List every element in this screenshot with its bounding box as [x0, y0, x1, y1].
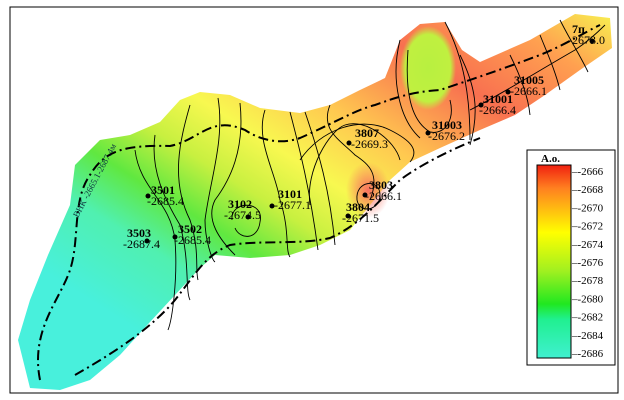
well-elevation: -2666.4 — [479, 103, 516, 117]
legend-tick-label: –-2686 — [571, 348, 604, 360]
well-name: 7п — [572, 22, 585, 36]
legend-tick-label: –-2678 — [571, 275, 604, 287]
well-marker — [144, 238, 150, 244]
red-high-zone — [346, 162, 390, 218]
well-31001: 31001-2666.4 — [478, 92, 516, 117]
well-name: 3803 — [369, 178, 393, 192]
water-oil-contact-line-south — [74, 137, 481, 376]
well-elevation: -2685.4 — [174, 233, 211, 247]
map-frame — [9, 6, 619, 394]
well-marker — [589, 38, 595, 44]
legend-tick-label: –-2668 — [571, 184, 604, 196]
well-3807: 3807-2669.3 — [346, 126, 388, 151]
well-name: 3101 — [278, 187, 302, 201]
legend-tick-label: –-2682 — [571, 312, 603, 324]
well-marker — [172, 234, 178, 240]
legend-tick-label: –-2666 — [571, 166, 604, 178]
well-3102: 3102-2674.5 — [224, 197, 261, 222]
well-name: 31001 — [483, 92, 513, 106]
legend: А.о. –-2666 –-2668 –-2670 –-2672 –-2674 –-267… — [526, 149, 616, 366]
well-name: 3503 — [127, 226, 151, 240]
well-elevation: -2677.1 — [274, 198, 311, 212]
well-name: 3102 — [228, 197, 252, 211]
well-elevation: -2666.1 — [365, 189, 402, 203]
well-name: 31003 — [432, 118, 462, 132]
water-oil-contact-line — [37, 24, 601, 381]
well-elevation: -2685.4 — [147, 194, 184, 208]
legend-tick-label: –-2674 — [571, 239, 604, 251]
well-marker — [346, 140, 352, 146]
well-3502: 3502-2685.4 — [172, 222, 211, 247]
well-marker — [478, 102, 484, 108]
well-name: 3502 — [178, 222, 202, 236]
well-elevation: -2671.5 — [342, 211, 379, 225]
well-marker — [245, 214, 251, 220]
well-elevation: -2669.3 — [351, 137, 388, 151]
well-marker — [362, 192, 368, 198]
well-elevation: -2666.1 — [510, 84, 547, 98]
well-marker — [269, 203, 275, 209]
well-7п: 7п-2673.0 — [568, 22, 605, 47]
legend-tick-label: –-2672 — [571, 221, 603, 233]
legend-tick-label: –-2680 — [571, 293, 604, 305]
well-marker — [425, 130, 431, 136]
legend-color-bar — [536, 164, 572, 359]
well-3101: 3101-2677.1 — [269, 187, 311, 212]
well-3501: 3501-2685.4 — [145, 183, 184, 208]
well-31003: 31003-2676.2 — [425, 118, 465, 143]
well-name: 3501 — [151, 183, 175, 197]
well-marker — [345, 213, 351, 219]
well-elevation: -2673.0 — [568, 33, 605, 47]
legend-tick-label: –-2684 — [571, 330, 604, 342]
well-marker — [505, 89, 511, 95]
green-high-zone — [400, 26, 456, 110]
well-name: 3804 — [346, 200, 370, 214]
well-elevation: -2687.4 — [123, 237, 160, 251]
well-name: 31005 — [514, 73, 544, 87]
well-31005: 31005-2666.1 — [505, 73, 547, 98]
well-3803: 3803-2666.1 — [362, 178, 402, 203]
wells-layer: 3501-2685.43502-2685.43503-2687.43102-26… — [123, 22, 605, 251]
legend-title: А.о. — [541, 153, 560, 165]
well-3804: 3804-2671.5 — [342, 200, 379, 225]
field-outline — [18, 14, 612, 390]
legend-tick-label: –-2670 — [571, 202, 604, 214]
well-marker — [145, 193, 151, 199]
legend-tick-label: –-2676 — [571, 257, 604, 269]
well-name: 3807 — [355, 126, 379, 140]
well-elevation: -2674.5 — [224, 208, 261, 222]
well-3503: 3503-2687.4 — [123, 226, 160, 251]
well-elevation: -2676.2 — [428, 129, 465, 143]
